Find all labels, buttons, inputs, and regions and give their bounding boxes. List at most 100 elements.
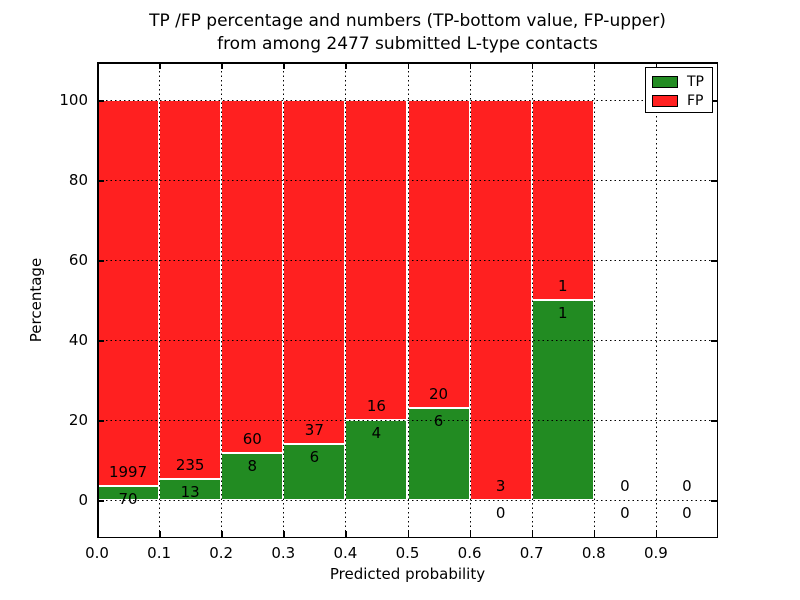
- axis-spine-left: [97, 62, 99, 538]
- x-tick-mark-top: [531, 63, 534, 69]
- legend-swatch-fp: [652, 94, 678, 107]
- x-tick-label: 0.9: [643, 544, 668, 562]
- legend: TP FP: [645, 67, 713, 113]
- x-tick-mark-bottom: [469, 531, 472, 537]
- x-tick-mark-bottom: [593, 531, 596, 537]
- x-tick-label: 0.3: [271, 544, 296, 562]
- gridline-vertical: [159, 62, 161, 538]
- y-axis-label: Percentage: [27, 257, 45, 343]
- x-tick-mark-top: [221, 63, 223, 69]
- x-tick-label: 0.7: [519, 544, 544, 562]
- legend-swatch-tp: [652, 75, 678, 88]
- bar-segment-fp: [283, 100, 346, 445]
- x-tick-label: 0.8: [581, 544, 606, 562]
- bar-segment-fp: [221, 100, 284, 453]
- bar-count-label-fp: 20: [429, 384, 449, 403]
- y-tick-label: 0: [78, 491, 88, 509]
- x-tick-label: 0.1: [147, 544, 172, 562]
- bar-count-label-fp: 60: [242, 429, 262, 448]
- x-tick-mark-top: [655, 63, 658, 69]
- x-tick-mark-bottom: [97, 531, 99, 537]
- x-tick-mark-bottom: [283, 531, 285, 537]
- chart-title-line2: from among 2477 submitted L-type contact…: [217, 34, 598, 54]
- y-tick-mark-right: [711, 180, 717, 182]
- x-tick-label: 0.6: [457, 544, 482, 562]
- y-tick-mark-right: [711, 340, 717, 342]
- y-tick-label: 100: [59, 91, 88, 109]
- gridline-vertical: [283, 62, 285, 538]
- x-tick-mark-bottom: [531, 531, 534, 537]
- x-tick-mark-top: [159, 63, 161, 69]
- axis-spine-right: [716, 62, 718, 538]
- y-tick-mark-left: [98, 500, 104, 502]
- y-tick-mark-left: [98, 180, 104, 182]
- gridline-vertical: [345, 62, 347, 538]
- x-tick-mark-top: [469, 63, 472, 69]
- y-tick-mark-left: [98, 420, 104, 422]
- bar-count-label-tp: 70: [118, 490, 138, 509]
- bar-count-label-fp: 1997: [108, 463, 148, 482]
- bar-count-label-tp: 1: [557, 304, 568, 322]
- legend-row-tp: TP: [652, 72, 712, 91]
- gridline-vertical: [593, 62, 595, 538]
- bar-count-label-fp: 1: [557, 277, 568, 295]
- bar-segment-fp: [469, 100, 532, 500]
- x-tick-mark-bottom: [159, 531, 161, 537]
- bar-segment-fp: [531, 100, 594, 300]
- y-tick-mark-right: [711, 420, 717, 422]
- x-axis-label: Predicted probability: [329, 565, 486, 583]
- y-tick-mark-right: [711, 500, 717, 502]
- bar-count-label-tp: 0: [620, 504, 630, 522]
- legend-label-fp: FP: [687, 92, 704, 109]
- x-tick-label: 0.0: [85, 544, 109, 562]
- bar-count-label-fp: 3: [495, 477, 506, 495]
- x-tick-mark-top: [345, 63, 347, 69]
- bar-count-label-tp: 13: [180, 483, 200, 502]
- y-tick-mark-left: [98, 100, 104, 102]
- gridline-vertical: [655, 62, 657, 538]
- bar-count-label-tp: 6: [309, 448, 320, 467]
- bar-count-label-tp: 0: [495, 504, 506, 522]
- bar-segment-fp: [407, 100, 470, 408]
- y-tick-label: 60: [68, 251, 88, 269]
- y-tick-mark-right: [711, 260, 717, 262]
- y-tick-label: 40: [68, 331, 88, 349]
- x-tick-mark-top: [283, 63, 285, 69]
- plot-area: 1997 70 235 13 60 8 37 6 16 4 20 6 3 0 1 1 0 0 0 0: [97, 62, 718, 538]
- gridline-vertical: [469, 62, 471, 538]
- x-tick-mark-top: [97, 63, 99, 69]
- x-tick-label: 0.4: [333, 544, 358, 562]
- x-tick-mark-top: [593, 63, 596, 69]
- bar-segment-fp: [159, 100, 222, 480]
- x-tick-label: 0.2: [209, 544, 234, 562]
- y-tick-label: 20: [68, 411, 88, 429]
- x-tick-label: 0.5: [395, 544, 420, 562]
- x-tick-mark-top: [407, 63, 409, 69]
- chart-title: TP /FP percentage and numbers (TP-bottom…: [97, 10, 718, 56]
- bar-count-label-fp: 0: [682, 477, 692, 495]
- bar-segment-tp: [531, 300, 594, 500]
- bar-count-label-fp: 37: [304, 421, 324, 440]
- gridline-vertical: [221, 62, 223, 538]
- bar-count-label-tp: 0: [682, 504, 692, 522]
- bar-segment-tp: [283, 444, 346, 500]
- bar-segment-fp: [97, 100, 160, 487]
- y-tick-mark-left: [98, 260, 104, 262]
- y-tick-mark-right: [711, 100, 717, 102]
- x-tick-mark-bottom: [345, 531, 347, 537]
- legend-row-fp: FP: [652, 91, 712, 110]
- x-tick-mark-bottom: [221, 531, 223, 537]
- bar-count-label-tp: 4: [371, 424, 382, 442]
- bar-segment-tp: [407, 407, 470, 500]
- bar-count-label-tp: 6: [433, 411, 444, 430]
- y-tick-label: 80: [68, 171, 88, 189]
- bar-segment-tp: [345, 420, 408, 500]
- bar-count-label-tp: 8: [247, 456, 257, 475]
- x-tick-mark-bottom: [407, 531, 409, 537]
- legend-label-tp: TP: [687, 73, 704, 90]
- chart-title-line1: TP /FP percentage and numbers (TP-bottom…: [149, 11, 666, 31]
- gridline-vertical: [531, 62, 533, 538]
- bar-count-label-fp: 235: [175, 456, 205, 475]
- x-tick-mark-bottom: [655, 531, 658, 537]
